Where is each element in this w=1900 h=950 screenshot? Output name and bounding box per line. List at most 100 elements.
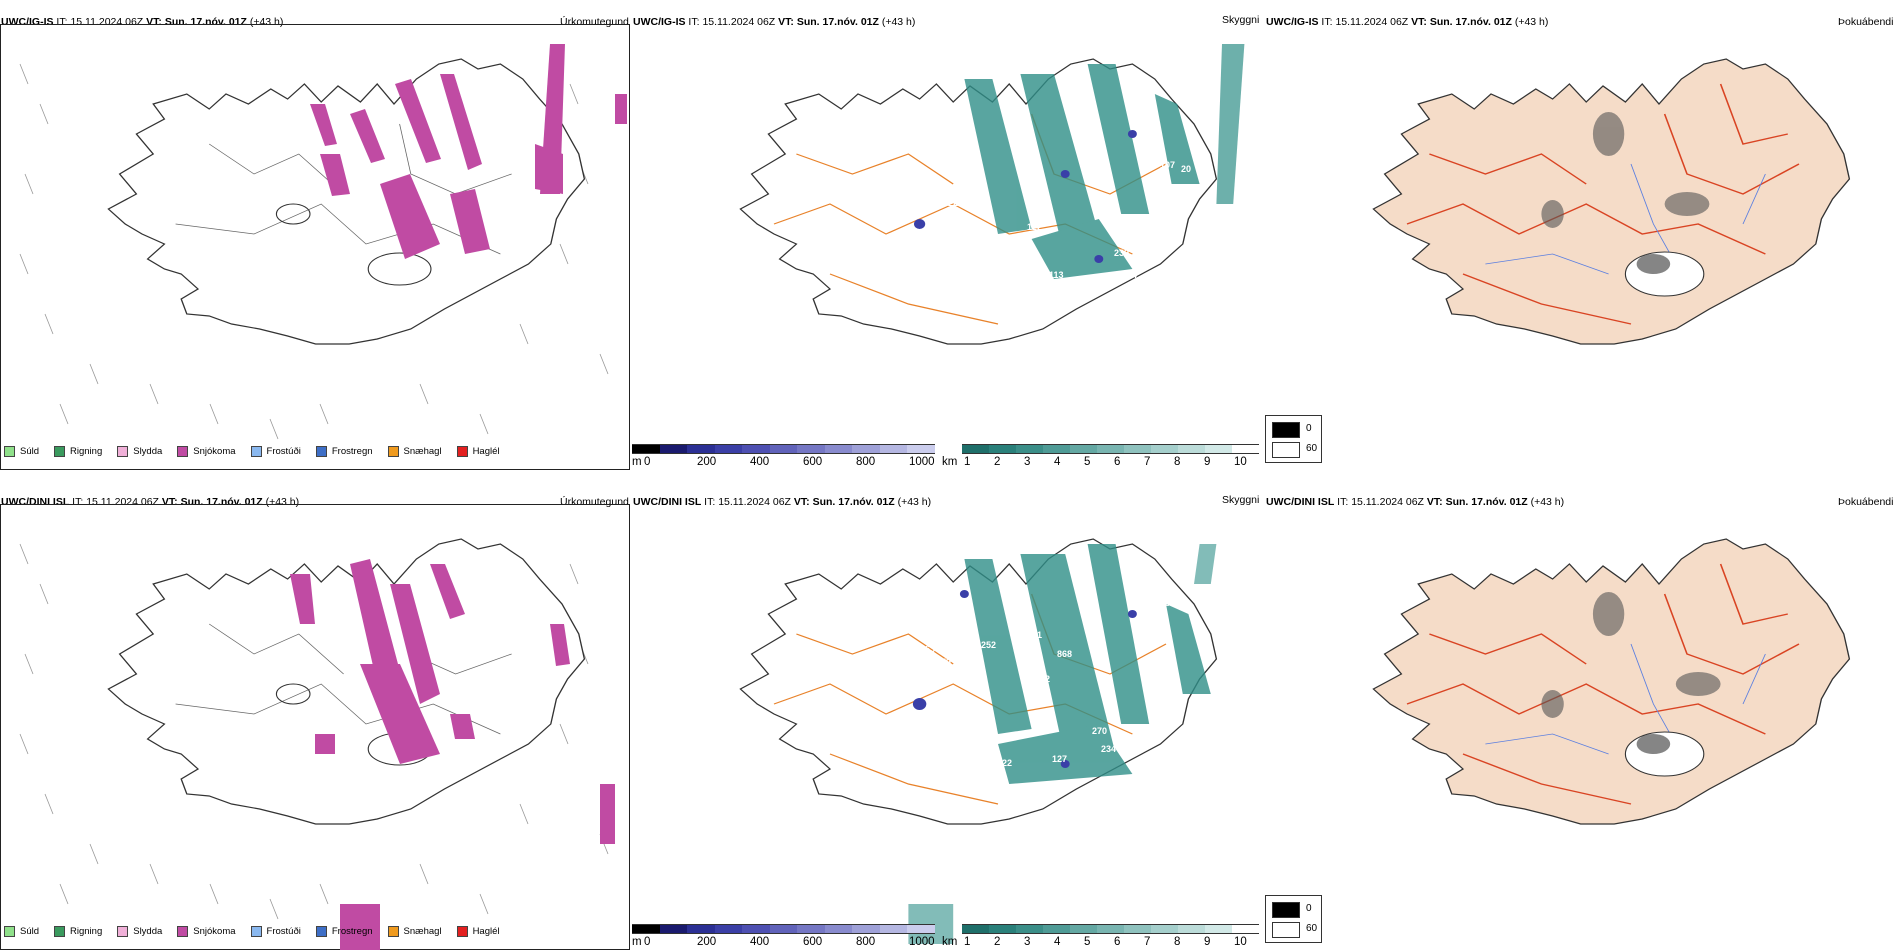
legend-swatch	[117, 926, 129, 937]
vis-colorbar	[962, 444, 1259, 454]
colorbar-segment	[1070, 924, 1097, 934]
legend-label: Snæhagl	[403, 926, 442, 937]
colorbar-segment	[1124, 924, 1151, 934]
precip-map	[19, 538, 615, 950]
colorbar-tick: 9	[1204, 456, 1211, 468]
visibility-label: 234	[1101, 744, 1116, 754]
legend-label: Frostregn	[331, 926, 373, 937]
visibility-label: 252	[981, 640, 996, 650]
colorbar-tick: 1	[964, 936, 971, 948]
colorbar-tick: 400	[750, 456, 770, 468]
header: UWC/DINI ISL IT: 15.11.2024 06Z VT: Sun.…	[1, 496, 300, 508]
colorbar-tick: 8	[1174, 456, 1181, 468]
fog-legend: 0 60	[1265, 895, 1322, 943]
legend-swatch	[4, 446, 15, 457]
colorbar-tick: 3	[1024, 936, 1031, 948]
colorbar-segment	[852, 444, 880, 454]
vis-colorbar	[962, 924, 1259, 934]
colorbar-segment	[824, 924, 852, 934]
legend-label: Haglél	[472, 926, 500, 937]
colorbar-tick: 800	[856, 936, 876, 948]
legend-label: Snjókoma	[193, 446, 236, 457]
fog-swatch-60	[1272, 922, 1300, 938]
colorbar-tick: 10	[1234, 456, 1247, 468]
colorbar-tick: 6	[1114, 456, 1121, 468]
fog-swatch-60	[1272, 442, 1300, 458]
visibility-label: 107	[1160, 160, 1175, 170]
fog-panel-ig: UWC/IG-IS IT: 15.11.2024 06Z VT: Sun. 17…	[1265, 10, 1895, 470]
precip-legend: Súld Rigning Slydda Snjókoma Frostúði Frostre…	[4, 926, 513, 937]
terrain-colorbar	[632, 444, 935, 454]
legend-label: Snjókoma	[193, 926, 236, 937]
colorbar-tick: 1000	[909, 456, 935, 468]
visibility-label: 127	[1052, 754, 1067, 764]
legend-item-rigning: Rigning	[54, 926, 102, 937]
legend-swatch	[117, 446, 129, 457]
colorbar-segment	[714, 444, 742, 454]
legend-swatch	[456, 446, 468, 457]
visibility-label: 14	[982, 724, 992, 734]
colorbar-unit: km	[942, 456, 958, 468]
precip-panel-dini: UWC/DINI ISL IT: 15.11.2024 06Z VT: Sun.…	[0, 490, 630, 950]
colorbar-segment	[824, 444, 852, 454]
visibility-label: 148	[977, 747, 992, 757]
visibility-label: 63	[1158, 614, 1168, 624]
legend-item-haglél: Haglél	[456, 926, 500, 937]
precip-panel-ig: UWC/IG-IS IT: 15.11.2024 06Z VT: Sun. 17…	[0, 10, 630, 470]
map-frame	[0, 24, 630, 470]
colorbar-segment	[1070, 444, 1097, 454]
colorbar-segment	[962, 924, 989, 934]
fog-panel-dini: UWC/DINI ISL IT: 15.11.2024 06Z VT: Sun.…	[1265, 490, 1895, 950]
colorbar-segment	[1097, 444, 1124, 454]
colorbar-segment	[714, 924, 742, 934]
colorbar-segment	[1016, 924, 1043, 934]
visibility-label: 22	[948, 198, 958, 208]
legend-label: Rigning	[70, 926, 103, 937]
colorbar-segment	[659, 924, 687, 934]
colorbar-tick: 600	[803, 456, 823, 468]
legend-label: Súld	[20, 926, 40, 937]
legend-swatch	[456, 926, 468, 937]
colorbar-tick: 4	[1054, 936, 1061, 948]
panel-title: Skyggni	[1222, 14, 1260, 26]
legend-item-snjókoma: Snjókoma	[177, 926, 236, 937]
colorbar-segment	[1124, 444, 1151, 454]
colorbar-tick: 7	[1144, 456, 1151, 468]
legend-item-súld: Súld	[4, 926, 39, 937]
legend-item-snæhagl: Snæhagl	[387, 926, 442, 937]
legend-swatch	[177, 926, 189, 937]
colorbar-segment	[1043, 924, 1070, 934]
colorbar-tick: 5	[1084, 936, 1091, 948]
panel-title: Úrkomutegund	[560, 496, 629, 508]
colorbar-segment	[989, 444, 1016, 454]
header: UWC/DINI ISL IT: 15.11.2024 06Z VT: Sun.…	[1266, 496, 1565, 508]
colorbar-tick: 200	[697, 456, 717, 468]
header: UWC/IG-IS IT: 15.11.2024 06Z VT: Sun. 17…	[1, 16, 284, 28]
colorbar-unit: km	[942, 936, 958, 948]
legend-swatch	[387, 446, 399, 457]
fog-map	[1372, 58, 1851, 345]
colorbar-segment	[769, 924, 797, 934]
colorbar-segment	[852, 924, 880, 934]
legend-label: Frostúði	[266, 446, 301, 457]
legend-swatch	[250, 926, 262, 937]
visibility-label: 242	[1035, 674, 1050, 684]
colorbar-tick: 7	[1144, 936, 1151, 948]
colorbar-tick: 0	[644, 456, 651, 468]
colorbar-tick: 600	[803, 936, 823, 948]
legend-item-snjókoma: Snjókoma	[177, 446, 236, 457]
colorbar-unit: m	[632, 936, 642, 948]
header: UWC/IG-IS IT: 15.11.2024 06Z VT: Sun. 17…	[1266, 16, 1549, 28]
colorbar-segment	[797, 924, 825, 934]
legend-item-haglél: Haglél	[456, 446, 500, 457]
header: UWC/DINI ISL IT: 15.11.2024 06Z VT: Sun.…	[633, 496, 932, 508]
legend-label: Frostúði	[266, 926, 301, 937]
colorbar-tick: 800	[856, 456, 876, 468]
colorbar-tick: 400	[750, 936, 770, 948]
legend-swatch	[315, 446, 327, 457]
legend-item-rigning: Rigning	[54, 446, 102, 457]
colorbar-segment	[1151, 924, 1178, 934]
visibility-label: 271	[1014, 240, 1029, 250]
colorbar-segment	[1097, 924, 1124, 934]
colorbar-tick: 0	[644, 936, 651, 948]
